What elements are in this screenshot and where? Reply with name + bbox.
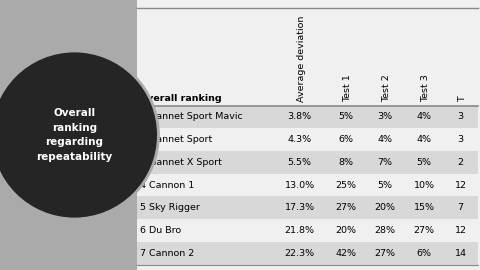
Text: 7 Cannon 2: 7 Cannon 2 — [140, 249, 194, 258]
Text: 12: 12 — [455, 181, 467, 190]
Text: 1 Gannet Sport Mavic: 1 Gannet Sport Mavic — [140, 112, 242, 122]
Text: 5.5%: 5.5% — [288, 158, 312, 167]
Text: 6 Du Bro: 6 Du Bro — [140, 226, 181, 235]
Text: Overall ranking: Overall ranking — [139, 94, 222, 103]
Text: 27%: 27% — [335, 203, 356, 212]
Text: T: T — [458, 96, 467, 102]
Text: 4%: 4% — [417, 135, 432, 144]
Text: 17.3%: 17.3% — [285, 203, 314, 212]
Text: 2 Gannet Sport: 2 Gannet Sport — [140, 135, 212, 144]
Text: 5%: 5% — [417, 158, 432, 167]
Text: 22.3%: 22.3% — [285, 249, 314, 258]
Text: 5%: 5% — [377, 181, 392, 190]
Text: 4 Cannon 1: 4 Cannon 1 — [140, 181, 194, 190]
Text: 25%: 25% — [335, 181, 356, 190]
Text: 12: 12 — [455, 226, 467, 235]
Text: Overall
ranking
regarding
repeatability: Overall ranking regarding repeatability — [36, 108, 112, 162]
Text: Test 3: Test 3 — [421, 74, 431, 102]
Text: 3: 3 — [457, 112, 464, 122]
Text: 3: 3 — [457, 135, 464, 144]
Text: 4%: 4% — [377, 135, 392, 144]
Text: 27%: 27% — [374, 249, 395, 258]
Text: Test 1: Test 1 — [343, 74, 352, 102]
Text: 3 Gannet X Sport: 3 Gannet X Sport — [140, 158, 222, 167]
Text: 5 Sky Rigger: 5 Sky Rigger — [140, 203, 200, 212]
Text: 21.8%: 21.8% — [285, 226, 314, 235]
Text: 13.0%: 13.0% — [285, 181, 314, 190]
Text: 20%: 20% — [335, 226, 356, 235]
Text: Average deviation: Average deviation — [297, 15, 306, 102]
Text: 6%: 6% — [338, 135, 353, 144]
Text: 7%: 7% — [377, 158, 392, 167]
Text: 42%: 42% — [335, 249, 356, 258]
Text: 8%: 8% — [338, 158, 353, 167]
Text: 6%: 6% — [417, 249, 432, 258]
Text: 3%: 3% — [377, 112, 392, 122]
Text: 15%: 15% — [413, 203, 434, 212]
Text: 4.3%: 4.3% — [288, 135, 312, 144]
Text: 7: 7 — [457, 203, 464, 212]
Text: 28%: 28% — [374, 226, 395, 235]
Text: 27%: 27% — [413, 226, 434, 235]
Text: 14: 14 — [455, 249, 467, 258]
Text: 5%: 5% — [338, 112, 353, 122]
Text: 4%: 4% — [417, 112, 432, 122]
Text: 10%: 10% — [413, 181, 434, 190]
Text: 20%: 20% — [374, 203, 395, 212]
Text: Test 2: Test 2 — [383, 74, 391, 102]
Text: 2: 2 — [457, 158, 464, 167]
Text: 3.8%: 3.8% — [288, 112, 312, 122]
